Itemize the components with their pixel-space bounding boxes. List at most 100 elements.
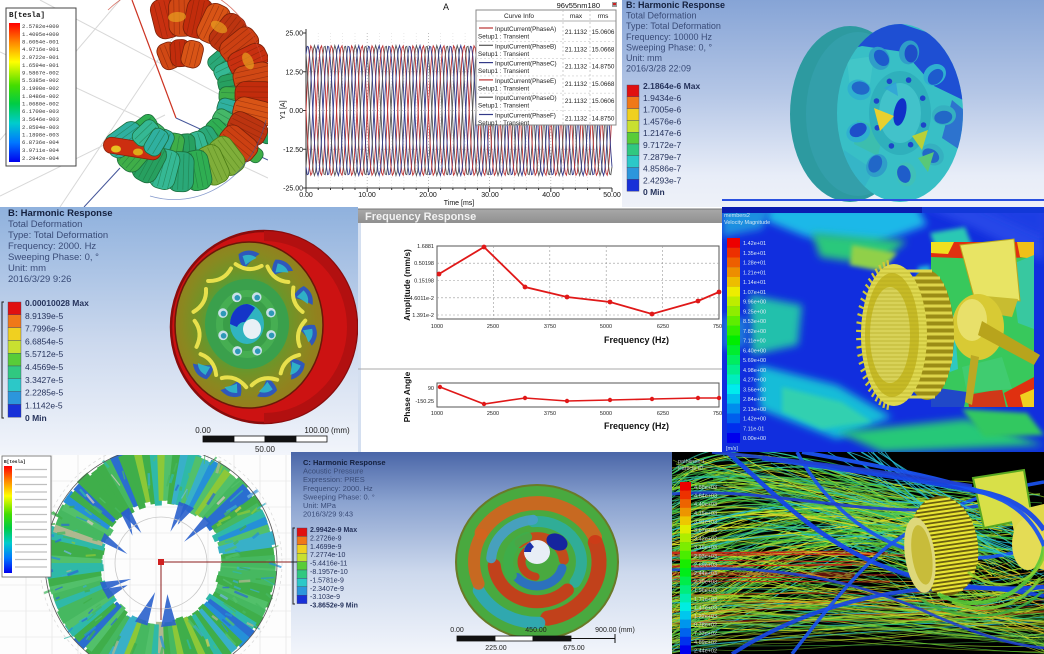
svg-text:Unit: MPa: Unit: MPa — [303, 501, 337, 510]
svg-text:3.9711e-004: 3.9711e-004 — [22, 147, 60, 154]
svg-text:7.2774e-10: 7.2774e-10 — [310, 552, 346, 559]
svg-text:4.88e+03: 4.88e+03 — [694, 485, 717, 491]
svg-text:2.9942e-9 Max: 2.9942e-9 Max — [310, 527, 357, 534]
svg-text:Setup1 : Transient: Setup1 : Transient — [478, 85, 529, 92]
svg-text:1.1898e-003: 1.1898e-003 — [22, 132, 59, 139]
svg-text:pathlines-1: pathlines-1 — [678, 459, 705, 465]
svg-text:7.82e+00: 7.82e+00 — [743, 329, 766, 335]
svg-text:6.1700e-003: 6.1700e-003 — [22, 108, 59, 115]
svg-text:5.5712e-5: 5.5712e-5 — [25, 349, 64, 359]
svg-text:3.91e+03: 3.91e+03 — [694, 519, 717, 525]
svg-text:members2: members2 — [724, 213, 750, 219]
svg-text:Sweeping Phase: 0, °: Sweeping Phase: 0, ° — [8, 252, 99, 263]
svg-text:Y1 [A]: Y1 [A] — [280, 100, 287, 119]
svg-text:max: max — [570, 13, 583, 20]
svg-text:0 Min: 0 Min — [643, 187, 665, 197]
svg-text:2.84e+00: 2.84e+00 — [743, 397, 766, 403]
svg-text:3.5646e-003: 3.5646e-003 — [22, 116, 59, 123]
svg-text:21.1132: 21.1132 — [565, 64, 588, 71]
svg-text:4.64e+03: 4.64e+03 — [694, 494, 717, 500]
svg-text:21.1132: 21.1132 — [565, 116, 588, 123]
svg-text:2.44e+03: 2.44e+03 — [694, 571, 717, 577]
svg-text:1.1142e-5: 1.1142e-5 — [25, 400, 63, 410]
svg-text:Acoustic Pressure: Acoustic Pressure — [303, 467, 363, 476]
svg-text:8.53e+00: 8.53e+00 — [743, 319, 766, 325]
svg-text:Setup1 : Transient: Setup1 : Transient — [478, 51, 529, 58]
svg-text:B[tesla]: B[tesla] — [4, 459, 26, 465]
svg-text:12.50: 12.50 — [285, 69, 303, 76]
svg-text:1.07e+01: 1.07e+01 — [743, 290, 766, 296]
svg-text:15.0668: 15.0668 — [592, 46, 615, 53]
svg-text:9.78e+02: 9.78e+02 — [694, 623, 717, 629]
svg-text:6250: 6250 — [657, 411, 669, 417]
svg-text:InputCurrent(PhaseF): InputCurrent(PhaseF) — [495, 113, 556, 120]
svg-text:1.2147e-6: 1.2147e-6 — [643, 128, 682, 138]
svg-text:4.40e+03: 4.40e+03 — [694, 502, 717, 508]
svg-text:1.47e+03: 1.47e+03 — [694, 605, 717, 611]
svg-text:1.6881: 1.6881 — [417, 244, 434, 250]
svg-text:2016/3/29 9:43: 2016/3/29 9:43 — [303, 510, 353, 519]
svg-text:A: A — [443, 2, 449, 12]
svg-text:25.00: 25.00 — [285, 31, 303, 38]
svg-text:15.0668: 15.0668 — [592, 81, 615, 88]
svg-text:15.0606: 15.0606 — [592, 29, 615, 36]
svg-text:1000: 1000 — [431, 411, 443, 417]
svg-text:3.18e+03: 3.18e+03 — [694, 545, 717, 551]
svg-text:1.42e+00: 1.42e+00 — [743, 417, 766, 423]
svg-text:1.42e+01: 1.42e+01 — [743, 241, 766, 247]
svg-text:1.8486e-002: 1.8486e-002 — [22, 93, 59, 100]
svg-text:7.11e+00: 7.11e+00 — [743, 339, 766, 345]
svg-text:Expression: PRES: Expression: PRES — [303, 475, 365, 484]
svg-text:rms: rms — [598, 13, 610, 20]
svg-text:21.1132: 21.1132 — [565, 81, 588, 88]
svg-text:96v55nm180: 96v55nm180 — [557, 1, 600, 10]
svg-text:InputCurrent(PhaseD): InputCurrent(PhaseD) — [495, 95, 557, 102]
svg-text:7500: 7500 — [713, 411, 722, 417]
svg-text:1.9434e-6: 1.9434e-6 — [643, 93, 682, 103]
svg-text:15.0606: 15.0606 — [592, 98, 615, 105]
svg-text:-3.8652e-9 Min: -3.8652e-9 Min — [310, 603, 358, 610]
svg-text:2500: 2500 — [487, 411, 499, 417]
svg-text:2.13e+00: 2.13e+00 — [743, 407, 766, 413]
svg-text:21.1132: 21.1132 — [565, 46, 588, 53]
svg-text:5.69e+00: 5.69e+00 — [743, 358, 766, 364]
svg-text:50.00: 50.00 — [603, 192, 621, 199]
svg-text:1.71e+03: 1.71e+03 — [694, 597, 717, 603]
svg-text:5.5385e-002: 5.5385e-002 — [22, 77, 59, 84]
svg-text:Particle ID: Particle ID — [678, 466, 703, 472]
svg-text:3.67e+03: 3.67e+03 — [694, 528, 717, 534]
svg-text:Unit: mm: Unit: mm — [8, 263, 46, 274]
svg-text:1.4095e+000: 1.4095e+000 — [22, 31, 60, 38]
svg-text:-12.50: -12.50 — [283, 147, 303, 154]
svg-text:Setup1 : Transient: Setup1 : Transient — [478, 68, 529, 75]
svg-text:6.40e+00: 6.40e+00 — [743, 348, 766, 354]
svg-text:-150.25: -150.25 — [415, 399, 434, 405]
svg-text:6.6854e-5: 6.6854e-5 — [25, 336, 64, 346]
svg-text:2.44e+02: 2.44e+02 — [694, 648, 717, 654]
svg-text:1.6594e-001: 1.6594e-001 — [22, 62, 60, 69]
svg-text:0 Min: 0 Min — [25, 413, 47, 423]
svg-text:2016/3/28 22:09: 2016/3/28 22:09 — [626, 64, 691, 74]
svg-text:21.1132: 21.1132 — [565, 29, 588, 36]
svg-text:4.89e+02: 4.89e+02 — [694, 640, 717, 646]
svg-text:InputCurrent(PhaseA): InputCurrent(PhaseA) — [495, 26, 556, 33]
svg-text:3750: 3750 — [544, 411, 556, 417]
svg-text:3.42e+03: 3.42e+03 — [694, 537, 717, 543]
svg-text:7.33e+02: 7.33e+02 — [694, 631, 717, 637]
svg-text:7500: 7500 — [713, 324, 722, 330]
svg-text:2.8594e-003: 2.8594e-003 — [22, 124, 59, 131]
svg-text:Setup1 : Transient: Setup1 : Transient — [478, 120, 529, 127]
svg-text:90: 90 — [428, 386, 434, 392]
svg-text:8.9139e-5: 8.9139e-5 — [25, 311, 64, 321]
svg-text:7.7996e-5: 7.7996e-5 — [25, 324, 64, 334]
svg-text:675.00: 675.00 — [563, 645, 585, 652]
svg-text:-3.103e-9: -3.103e-9 — [310, 594, 340, 601]
svg-text:Frequency: 2000. Hz: Frequency: 2000. Hz — [303, 484, 373, 493]
svg-text:1.4699e-9: 1.4699e-9 — [310, 544, 342, 551]
svg-text:10.00: 10.00 — [358, 192, 376, 199]
svg-text:InputCurrent(PhaseB): InputCurrent(PhaseB) — [495, 43, 556, 50]
svg-text:-25.00: -25.00 — [283, 186, 303, 193]
svg-text:0.50198: 0.50198 — [414, 261, 434, 267]
svg-text:0.00: 0.00 — [450, 627, 464, 634]
svg-text:450.00: 450.00 — [525, 627, 547, 634]
